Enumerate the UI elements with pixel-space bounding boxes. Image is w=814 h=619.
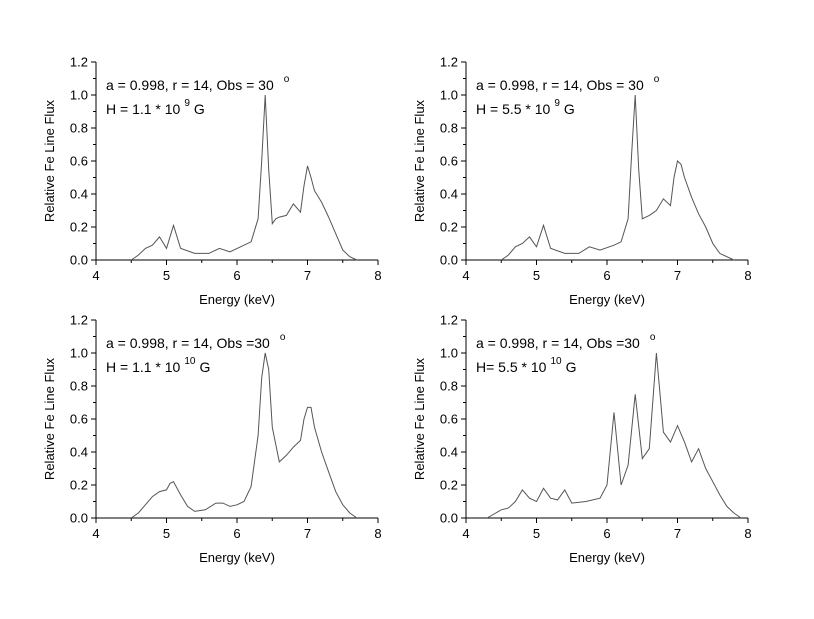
y-tick-label: 0.2	[70, 220, 88, 235]
y-axis-label: Relative Fe Line Flux	[42, 99, 57, 222]
y-tick-label: 1.0	[70, 88, 88, 103]
annotation-degree-sup: o	[654, 74, 660, 85]
y-axis-label: Relative Fe Line Flux	[42, 357, 57, 480]
x-tick-label: 4	[462, 526, 469, 541]
annotation-line-2: H = 1.1 * 10	[106, 359, 181, 375]
x-tick-label: 4	[92, 268, 99, 283]
x-tick-label: 6	[603, 268, 610, 283]
annotation-exponent-sup: 9	[184, 98, 190, 109]
y-tick-label: 0.8	[70, 379, 88, 394]
annotation-exponent-sup: 10	[184, 356, 196, 367]
series-line-1	[501, 94, 735, 261]
series-line-1	[131, 94, 358, 261]
annotation-line-2: H= 5.5 * 10	[476, 359, 547, 375]
y-tick-label: 0.6	[440, 412, 458, 427]
annotation-unit: G	[194, 101, 205, 117]
x-tick-label: 4	[462, 268, 469, 283]
y-tick-label: 1.2	[70, 313, 88, 328]
y-tick-label: 0.0	[70, 253, 88, 268]
x-tick-label: 7	[304, 268, 311, 283]
y-tick-label: 0.4	[70, 187, 88, 202]
y-tick-label: 0.8	[70, 121, 88, 136]
y-tick-label: 0.2	[70, 478, 88, 493]
y-tick-label: 0.4	[440, 445, 458, 460]
annotation-degree-sup: o	[284, 74, 290, 85]
annotation-line-1: a = 0.998, r = 14, Obs =30	[106, 335, 270, 351]
y-tick-label: 0.6	[70, 154, 88, 169]
x-tick-label: 7	[674, 268, 681, 283]
y-tick-label: 0.6	[70, 412, 88, 427]
y-tick-label: 0.8	[440, 379, 458, 394]
x-tick-label: 6	[603, 526, 610, 541]
y-tick-label: 0.0	[440, 253, 458, 268]
x-axis-label: Energy (keV)	[199, 292, 275, 307]
annotation-unit: G	[199, 359, 210, 375]
x-tick-label: 8	[374, 268, 381, 283]
annotation-exponent-sup: 10	[550, 356, 562, 367]
y-tick-label: 0.2	[440, 478, 458, 493]
y-tick-label: 1.0	[440, 346, 458, 361]
x-tick-label: 8	[374, 526, 381, 541]
y-tick-label: 0.2	[440, 220, 458, 235]
x-tick-label: 5	[163, 268, 170, 283]
x-tick-label: 5	[533, 268, 540, 283]
x-tick-label: 6	[233, 268, 240, 283]
y-tick-label: 0.0	[70, 511, 88, 526]
y-tick-label: 1.0	[70, 346, 88, 361]
chart-panel-1: 4 5 6 7 8 0.0 0.2 0.4 0.6 0.8 1.0 1.2 Energy (keV) Re…	[42, 55, 382, 308]
annotation-line-2: H = 5.5 * 10	[476, 101, 551, 117]
annotation-line-2: H = 1.1 * 10	[106, 101, 181, 117]
x-tick-label: 4	[92, 526, 99, 541]
y-tick-label: 1.2	[440, 55, 458, 70]
y-axis-label: Relative Fe Line Flux	[412, 357, 427, 480]
series-line-1	[486, 352, 742, 519]
annotation-exponent-sup: 9	[554, 98, 560, 109]
annotation-line-1: a = 0.998, r = 14, Obs =30	[476, 335, 640, 351]
y-axis-label: Relative Fe Line Flux	[412, 99, 427, 222]
y-tick-label: 0.0	[440, 511, 458, 526]
chart-panel-3: 4 5 6 7 8 0.0 0.2 0.4 0.6 0.8 1.0 1.2 Energy (keV) Re…	[42, 313, 382, 566]
annotation-degree-sup: o	[650, 332, 656, 343]
x-tick-label: 6	[233, 526, 240, 541]
series-line-1	[131, 352, 358, 519]
x-tick-label: 8	[744, 526, 751, 541]
chart-panel-2: 4 5 6 7 8 0.0 0.2 0.4 0.6 0.8 1.0 1.2 Energy (keV) Re…	[412, 55, 752, 308]
x-tick-label: 5	[163, 526, 170, 541]
y-tick-label: 1.2	[70, 55, 88, 70]
x-tick-label: 5	[533, 526, 540, 541]
y-tick-label: 1.2	[440, 313, 458, 328]
annotation-unit: G	[566, 359, 577, 375]
chart-panel-4: 4 5 6 7 8 0.0 0.2 0.4 0.6 0.8 1.0 1.2 Energy (keV) Re…	[412, 313, 752, 566]
annotation-degree-sup: o	[280, 332, 286, 343]
y-tick-label: 0.8	[440, 121, 458, 136]
y-tick-label: 0.6	[440, 154, 458, 169]
x-tick-label: 7	[304, 526, 311, 541]
y-tick-label: 0.4	[440, 187, 458, 202]
y-tick-label: 1.0	[440, 88, 458, 103]
x-axis-label: Energy (keV)	[199, 550, 275, 565]
x-tick-label: 7	[674, 526, 681, 541]
annotation-line-1: a = 0.998, r = 14, Obs = 30	[106, 77, 274, 93]
x-axis-label: Energy (keV)	[569, 292, 645, 307]
x-tick-label: 8	[744, 268, 751, 283]
annotation-line-1: a = 0.998, r = 14, Obs = 30	[476, 77, 644, 93]
y-tick-label: 0.4	[70, 445, 88, 460]
annotation-unit: G	[564, 101, 575, 117]
x-axis-label: Energy (keV)	[569, 550, 645, 565]
